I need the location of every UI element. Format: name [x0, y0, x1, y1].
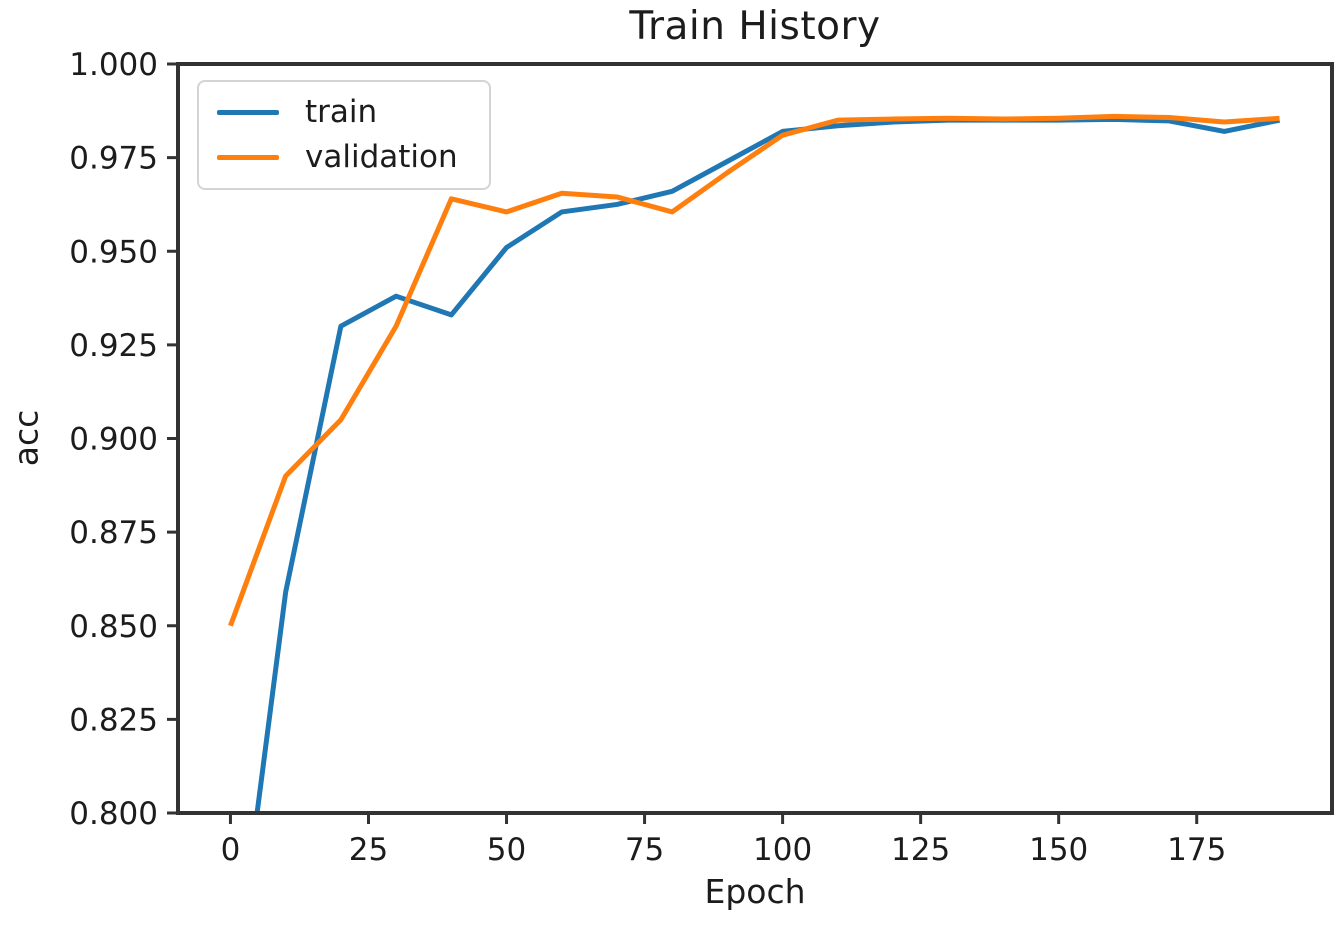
y-tick-label: 1.000: [69, 47, 158, 83]
x-tick-label: 100: [753, 832, 812, 868]
validation-line: [228, 113, 1280, 627]
chart-title: Train History: [629, 4, 881, 49]
x-tick-label: 25: [349, 832, 388, 868]
legend-label-validation: validation: [305, 139, 458, 175]
y-tick-label: 0.900: [69, 422, 158, 458]
y-tick-label: 0.825: [69, 702, 158, 738]
x-tick-label: 50: [487, 832, 526, 868]
y-tick-label: 0.925: [69, 328, 158, 364]
legend-label-train: train: [305, 94, 378, 130]
train-line-swatch-icon: [217, 110, 279, 115]
y-tick-label: 0.975: [69, 141, 158, 177]
x-tick-label: 0: [221, 832, 241, 868]
y-tick-label: 0.800: [69, 796, 158, 832]
validation-line-swatch-icon: [217, 155, 279, 160]
y-axis-label: acc: [6, 409, 46, 467]
x-tick-label: 150: [1029, 832, 1088, 868]
y-tick-label: 0.850: [69, 609, 158, 645]
legend-item-train: train: [217, 97, 489, 128]
plot-border: [176, 62, 1334, 815]
y-tick-label: 0.950: [69, 234, 158, 270]
legend-item-validation: validation: [217, 142, 489, 173]
legend: train validation: [197, 80, 491, 190]
y-tick-label: 0.875: [69, 515, 158, 551]
x-tick-label: 175: [1167, 832, 1226, 868]
x-tick-label: 125: [891, 832, 950, 868]
x-axis-label: Epoch: [704, 872, 806, 911]
x-tick-label: 75: [625, 832, 664, 868]
